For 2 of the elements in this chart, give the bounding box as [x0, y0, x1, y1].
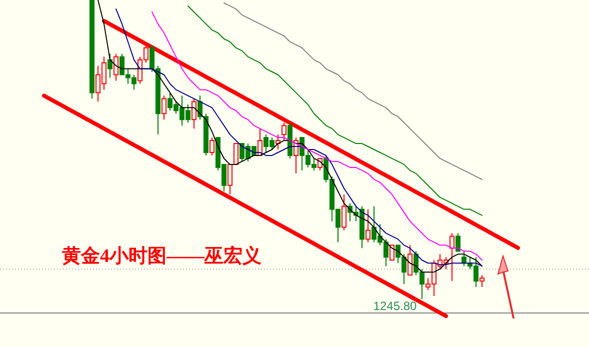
- title: 黄金4小时图——巫宏义: [62, 246, 262, 267]
- annotation: 1245.80: [373, 299, 417, 313]
